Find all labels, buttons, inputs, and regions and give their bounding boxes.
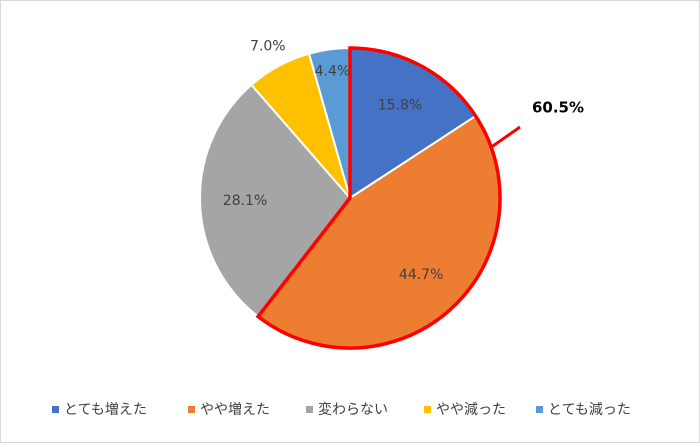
pie-slice: [199, 83, 352, 318]
highlight-outline: [255, 46, 502, 350]
data-label: 15.8%: [378, 98, 422, 114]
annotation: 60.5%: [532, 99, 584, 117]
legend-swatch: [306, 406, 313, 413]
legend-label: とても増えた: [64, 402, 147, 418]
legend-label: とても減った: [548, 401, 631, 418]
legend: とても増えた やや増えた 変わらない やや減った とても減った: [52, 401, 631, 418]
legend-swatch: [536, 406, 543, 413]
pie: 15.8% 44.7% 28.1% 7.0% 4.4%: [199, 38, 502, 350]
legend-label: やや減った: [436, 401, 506, 418]
legend-label: やや増えた: [200, 402, 270, 418]
legend-swatch: [188, 406, 195, 413]
data-label: 7.0%: [250, 38, 286, 54]
data-label: 44.7%: [399, 267, 443, 283]
legend-label: 変わらない: [318, 401, 388, 418]
legend-swatch: [424, 406, 431, 413]
annotation-leader: [489, 125, 521, 150]
data-label: 28.1%: [223, 193, 267, 209]
data-label: 4.4%: [315, 64, 351, 80]
legend-swatch: [52, 406, 59, 413]
